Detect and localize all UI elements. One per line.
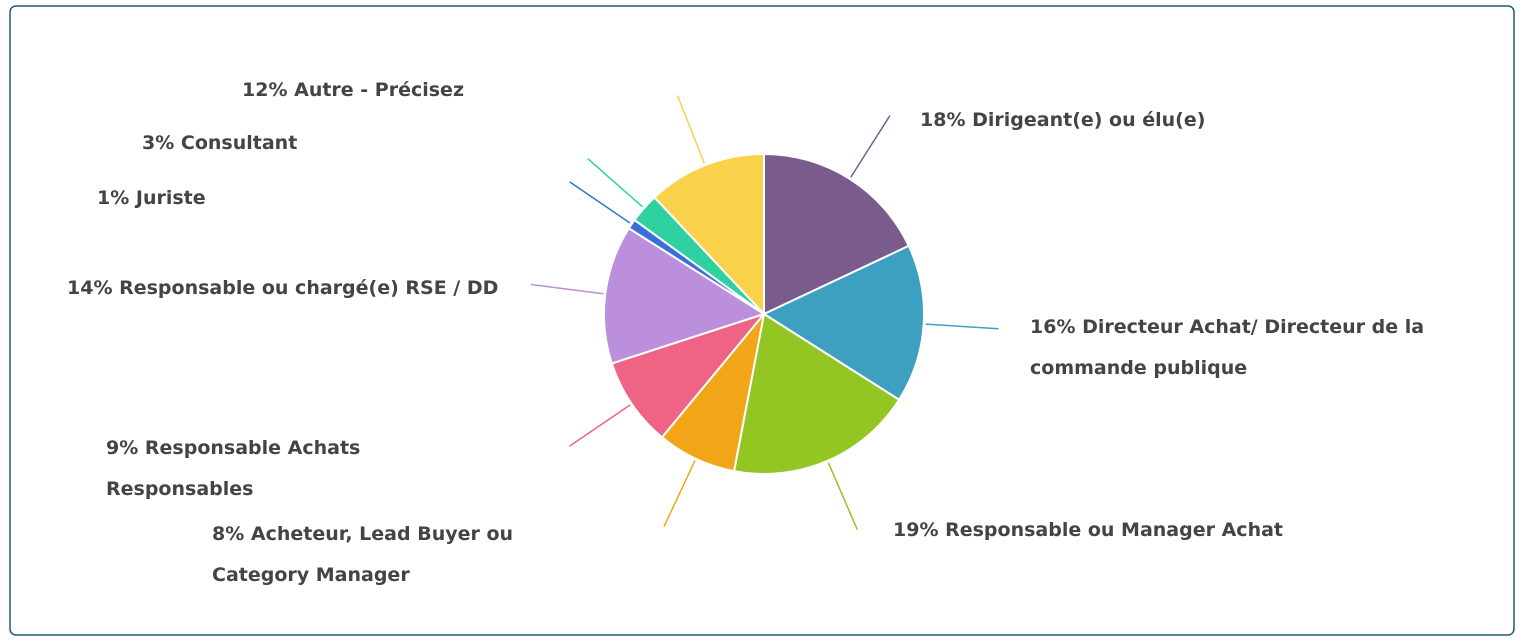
category-label: Responsable ou chargé(e) RSE / DD <box>119 277 499 299</box>
value-label: 19% <box>893 519 939 541</box>
slice-label: 3% Consultant <box>142 123 442 164</box>
value-label: 18% <box>920 109 966 131</box>
leader-line <box>663 460 696 527</box>
slice-label: 9% Responsable Achats Responsables <box>106 428 406 510</box>
leader-line <box>676 95 706 164</box>
category-label: Juriste <box>135 187 206 209</box>
value-label: 14% <box>67 277 113 299</box>
slice-label: 12% Autre - Précisez <box>242 70 542 111</box>
category-label: Consultant <box>180 132 298 154</box>
leader-line <box>850 115 891 178</box>
category-label: Dirigeant(e) ou élu(e) <box>972 109 1206 131</box>
leader-line <box>827 462 859 530</box>
slice-label: 14% Responsable ou chargé(e) RSE / DD <box>67 268 507 309</box>
slice-label: 8% Acheteur, Lead Buyer ou Category Mana… <box>212 514 562 596</box>
pie-slice <box>603 226 767 365</box>
pie-slice <box>732 312 901 475</box>
category-label: Directeur Achat/ Directeur de la command… <box>1030 316 1425 379</box>
value-label: 3% <box>142 132 175 154</box>
leader-line <box>587 158 643 208</box>
pie-slice <box>610 311 767 439</box>
value-label: 16% <box>1030 316 1076 338</box>
category-label: Autre - Précisez <box>294 79 465 101</box>
slice-label: 1% Juriste <box>97 178 397 219</box>
slice-label: 18% Dirigeant(e) ou élu(e) <box>920 100 1420 141</box>
category-label: Responsable ou Manager Achat <box>945 519 1283 541</box>
value-label: 12% <box>242 79 288 101</box>
leader-line <box>925 323 999 330</box>
pie-slice <box>761 244 925 402</box>
leader-line <box>569 181 631 224</box>
pie-slice <box>763 152 911 316</box>
pie-slice <box>653 152 765 317</box>
category-label: Responsable Achats Responsables <box>106 437 361 500</box>
leader-line <box>530 283 604 295</box>
slice-label: 19% Responsable ou Manager Achat <box>893 510 1283 551</box>
value-label: 8% <box>212 523 245 545</box>
value-label: 1% <box>97 187 130 209</box>
leader-line <box>569 404 631 447</box>
category-label: Acheteur, Lead Buyer ou Category Manager <box>212 523 514 586</box>
slice-label: 16% Directeur Achat/ Directeur de la com… <box>1030 307 1460 389</box>
value-label: 9% <box>106 437 139 459</box>
